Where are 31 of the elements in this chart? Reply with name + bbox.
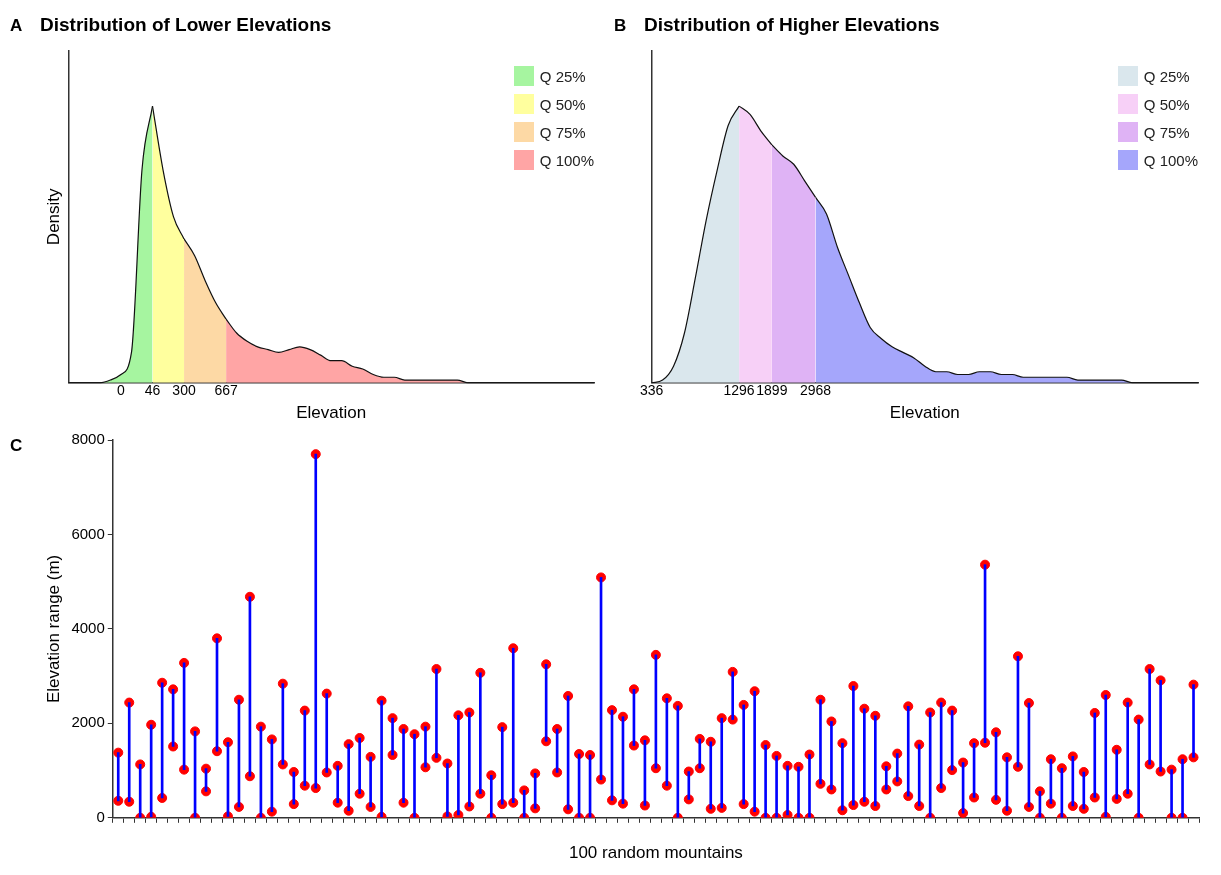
y-tick-label: 2000 [71, 713, 105, 731]
chart-title: Distribution of Higher Elevations [644, 13, 940, 35]
x-axis-title: Elevation [889, 403, 960, 423]
y-axis-title: Density [43, 187, 63, 246]
y-tick-label: 6000 [71, 524, 105, 542]
legend-label: Q 100% [539, 151, 594, 169]
legend-label: Q 75% [1143, 123, 1190, 141]
y-axis-title: Elevation range (m) [43, 554, 63, 704]
legend-label: Q 100% [1143, 151, 1198, 169]
legend-label: Q 50% [539, 95, 586, 113]
legend-label: Q 50% [1143, 95, 1190, 113]
y-tick-label: 4000 [71, 619, 105, 637]
legend-label: Q 25% [539, 67, 586, 85]
text: C [10, 436, 23, 456]
x-tick-label: 2968 [800, 382, 832, 399]
x-tick-label: 300 [172, 382, 196, 399]
y-tick-label: 0 [96, 807, 105, 825]
x-tick-label: 1296 [723, 382, 755, 399]
text: B [614, 16, 627, 36]
y-tick-label: 8000 [71, 430, 105, 448]
x-tick-label: 0 [117, 382, 126, 399]
legend-label: Q 75% [539, 123, 586, 141]
x-tick-label: 336 [640, 382, 664, 399]
x-axis-title: Elevation [296, 403, 367, 423]
x-tick-label: 1899 [756, 382, 788, 399]
x-axis-title: 100 random mountains [568, 843, 743, 863]
x-tick-label: 667 [214, 382, 238, 399]
x-tick-label: 46 [144, 382, 161, 399]
chart-title: Distribution of Lower Elevations [40, 13, 332, 35]
text: A [10, 16, 23, 36]
legend-label: Q 25% [1143, 67, 1190, 85]
